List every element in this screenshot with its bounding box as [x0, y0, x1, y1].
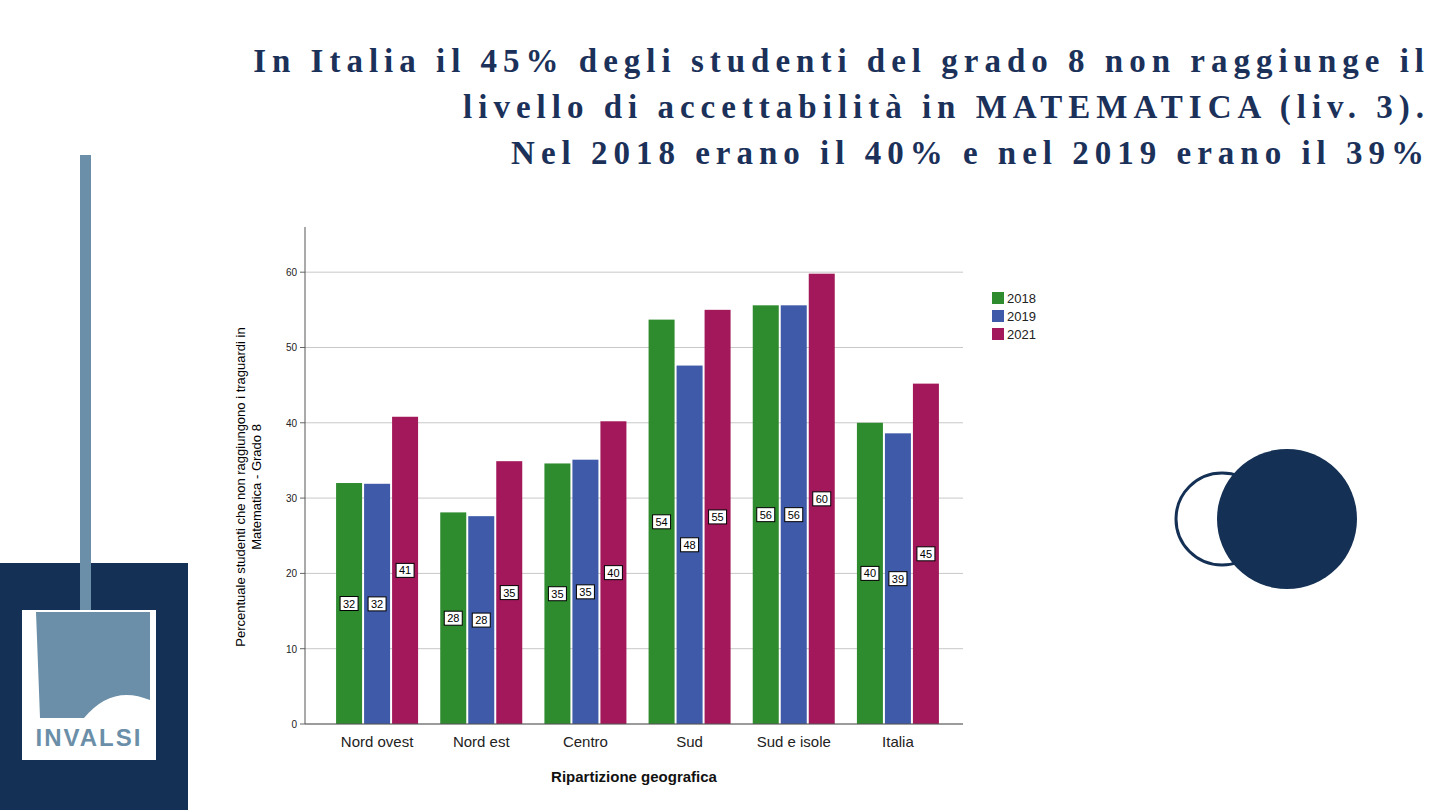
data-label: 60: [816, 493, 828, 505]
data-label: 32: [371, 598, 383, 610]
bar: [544, 463, 570, 724]
data-label-box: [340, 597, 358, 611]
logo-text: INVALSI: [36, 724, 143, 751]
data-label: 55: [711, 511, 723, 523]
bar: [781, 305, 807, 724]
bar: [857, 423, 883, 724]
data-label: 40: [607, 567, 619, 579]
y-tick-label: 40: [286, 418, 298, 429]
legend-label: 2021: [1007, 327, 1036, 342]
y-tick-label: 30: [286, 493, 298, 504]
y-tick-label: 60: [286, 267, 298, 278]
data-label-box: [500, 586, 518, 600]
bar: [572, 460, 598, 724]
data-label-box: [548, 587, 566, 601]
data-label: 56: [760, 509, 772, 521]
legend-label: 2019: [1007, 309, 1036, 324]
logo-box: [22, 610, 156, 760]
y-tick: [300, 347, 305, 348]
x-tick-label: Nord est: [453, 733, 511, 750]
decor-bar: [80, 155, 91, 615]
data-label-box: [396, 563, 414, 577]
y-tick-label: 0: [291, 719, 297, 730]
y-tick-label: 10: [286, 644, 298, 655]
data-label-box: [576, 585, 594, 599]
y-tick: [300, 573, 305, 574]
grid-line: [305, 724, 963, 725]
y-tick: [300, 724, 305, 725]
legend-swatch: [992, 328, 1004, 340]
bar: [392, 417, 418, 724]
bar: [677, 366, 703, 724]
data-label-box: [444, 611, 462, 625]
grid-line: [305, 347, 963, 348]
data-label: 48: [683, 539, 695, 551]
data-label: 54: [655, 516, 667, 528]
legend-swatch: [992, 292, 1004, 304]
logo-shape: [36, 612, 150, 718]
data-label-box: [757, 508, 775, 522]
data-label: 56: [788, 509, 800, 521]
y-tick: [300, 272, 305, 273]
y-tick-label: 20: [286, 568, 298, 579]
data-label-box: [604, 566, 622, 580]
bar: [885, 433, 911, 724]
data-label: 35: [503, 587, 515, 599]
data-label-box: [472, 613, 490, 627]
bar: [705, 310, 731, 724]
data-label-box: [709, 510, 727, 524]
data-label: 35: [579, 586, 591, 598]
y-tick: [300, 422, 305, 423]
data-label-box: [681, 538, 699, 552]
data-label-box: [785, 508, 803, 522]
bar: [649, 320, 675, 724]
data-label: 28: [475, 614, 487, 626]
data-label: 45: [920, 548, 932, 560]
y-axis-title: Percentuale studenti che non raggiungono…: [233, 257, 267, 717]
data-label: 32: [343, 598, 355, 610]
bar: [600, 421, 626, 724]
bar: [913, 384, 939, 724]
data-label: 39: [892, 573, 904, 585]
bar: [364, 484, 390, 724]
bar: [753, 305, 779, 724]
y-tick: [300, 648, 305, 649]
data-label-box: [917, 547, 935, 561]
legend-label: 2018: [1007, 291, 1036, 306]
slide: {"logo_text": "INVALSI", "chart_data": {…: [0, 0, 1440, 810]
bar: [468, 516, 494, 724]
data-label-box: [861, 566, 879, 580]
grid-line: [305, 272, 963, 273]
bar: [496, 461, 522, 724]
decor-panel: [0, 563, 188, 810]
x-axis-title: Ripartizione geografica: [551, 768, 718, 785]
x-axis: [305, 724, 963, 725]
x-tick-label: Centro: [563, 733, 608, 750]
bars: [336, 274, 939, 724]
chart-background: [213, 210, 1050, 810]
data-label-box: [653, 515, 671, 529]
y-axis: [305, 227, 306, 724]
data-label: 40: [864, 567, 876, 579]
data-label-box: [813, 492, 831, 506]
data-label: 28: [447, 612, 459, 624]
bar: [809, 274, 835, 724]
data-label: 35: [551, 588, 563, 600]
y-tick-label: 50: [286, 342, 298, 353]
x-tick-label: Nord ovest: [341, 733, 414, 750]
data-label: 41: [399, 564, 411, 576]
bar: [336, 483, 362, 724]
data-label-box: [368, 597, 386, 611]
x-tick-label: Italia: [882, 733, 914, 750]
legend-swatch: [992, 310, 1004, 322]
y-tick: [300, 498, 305, 499]
title: In Italia il 45% degli studenti del grad…: [40, 38, 1430, 176]
x-tick-label: Sud e isole: [757, 733, 831, 750]
data-label-box: [889, 572, 907, 586]
x-tick-label: Sud: [676, 733, 703, 750]
bar: [440, 512, 466, 724]
decor-circle: [1217, 449, 1357, 589]
